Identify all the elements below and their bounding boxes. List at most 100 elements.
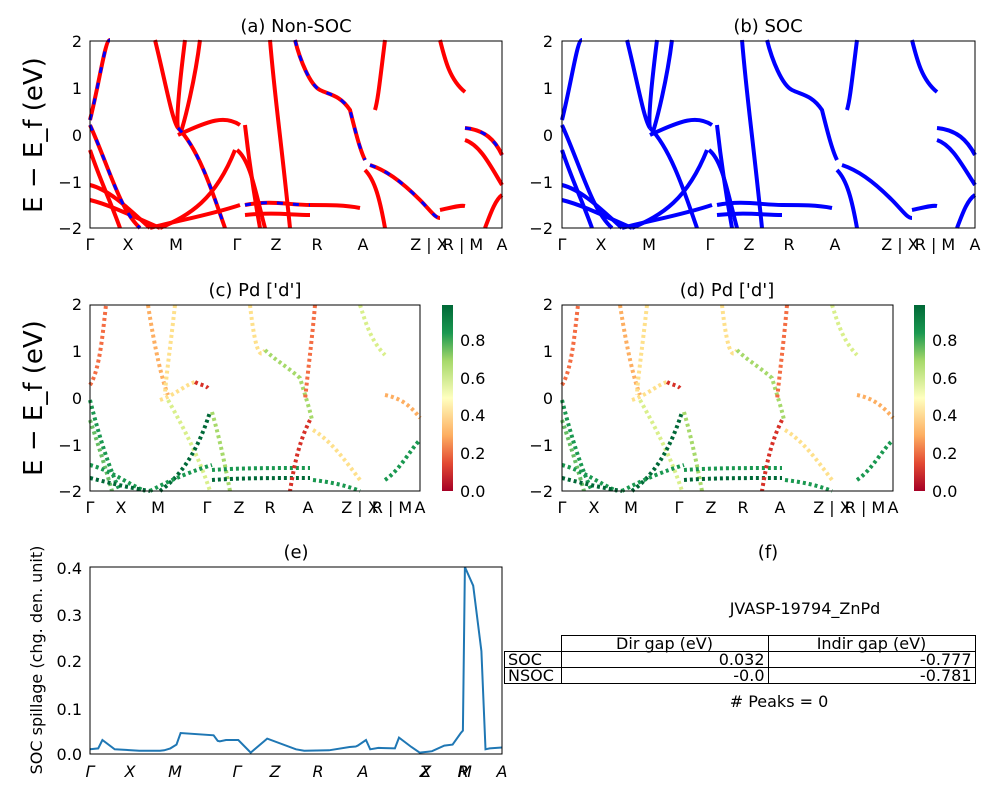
proj-c-23: [384, 393, 422, 420]
band-b-1: [560, 38, 584, 121]
panel-a-xtick: M: [169, 235, 183, 254]
panel-c-cbar-tick: 0.4: [460, 406, 485, 425]
panel-b-xtick: A: [830, 235, 841, 254]
proj-c-20: [311, 428, 362, 482]
panel-d-xtick: R: [737, 498, 748, 517]
proj-d-16: [720, 304, 739, 356]
panel-d-cbar-tick: 0.2: [932, 444, 957, 463]
band-a-17: [309, 203, 361, 210]
proj-c-1: [88, 304, 108, 387]
proj-c-14: [211, 466, 311, 472]
panel-e-xtick: Γ: [233, 762, 243, 781]
panel-c-cbar-tick: 0.0: [460, 482, 485, 501]
proj-d-23: [856, 393, 895, 420]
panel-b-ytick: 2: [543, 32, 553, 51]
panel-e-xtick: X: [124, 762, 137, 781]
panel-c-ytick: 1: [72, 342, 82, 361]
panel-b-ytick: −2: [529, 219, 553, 238]
panel-e-title: (e): [283, 542, 308, 563]
gap-cell-indir: -0.781: [767, 667, 976, 684]
panel-a-xtick: Γ: [86, 235, 95, 254]
panel-a-xtick: Z | X: [410, 235, 448, 254]
panel-b-xtick: Z | X: [881, 235, 919, 254]
panel-d-xtick: A: [775, 498, 786, 517]
panel-c-xtick: R | M: [372, 498, 412, 517]
panel-c-xtick: Γ: [86, 498, 95, 517]
panel-c-xtick: X: [116, 498, 127, 517]
panel-b-ytick: 0: [543, 126, 553, 145]
band-a-5: [89, 198, 161, 230]
panel-e: 0.0 0.1 0.2 0.3 0.4 Γ X M Γ Z R A Z X R …: [57, 559, 508, 781]
panel-a-xtick: A: [497, 235, 508, 254]
panel-c-ytick: 2: [72, 295, 82, 314]
panel-c-frame: [89, 304, 421, 492]
panel-c-xtick: Γ: [203, 498, 212, 517]
panel-d-title: (d) Pd ['d']: [680, 280, 775, 301]
panel-b-xticks: Γ X M Γ Z R A Z | X R | M A: [558, 235, 981, 254]
panel-a-xtick: X: [123, 235, 134, 254]
band-a-dash-6: [369, 163, 441, 220]
band-a-25: [464, 138, 504, 187]
proj-d-15: [683, 476, 783, 482]
panel-a-yticks: 2 1 0 −1 −2: [58, 32, 82, 238]
proj-d-17: [735, 348, 786, 421]
panel-b-ytick: 1: [543, 79, 553, 98]
panel-d-yticks: 2 1 0 −1 −2: [529, 295, 553, 501]
proj-c-4: [89, 463, 146, 493]
panel-b-xtick: R: [783, 235, 794, 254]
proj-c-13: [210, 411, 232, 492]
panel-a: 2 1 0 −1 −2 Γ X M Γ Z R A Z | X R | M A: [58, 32, 507, 254]
proj-c-16: [248, 304, 267, 356]
band-b-25: [936, 138, 977, 187]
panel-c-ylabel: E − E_f (eV): [19, 320, 49, 476]
band-b-10: [650, 39, 674, 136]
panel-c-ytick: −2: [58, 482, 82, 501]
band-a-dash-4: [244, 201, 311, 207]
panel-b-curves: [560, 38, 977, 230]
gap-table-col-dir: Dir gap (eV): [560, 635, 769, 652]
panel-d-xtick: X: [589, 498, 600, 517]
panel-b-xtick: Γ: [706, 235, 715, 254]
panel-e-xtick: R: [457, 762, 468, 781]
panel-a-frame: [89, 40, 503, 229]
panel-d-xtick: Z: [706, 498, 717, 517]
panel-a-xtick: R | M: [443, 235, 483, 254]
panel-b-frame: [561, 40, 976, 229]
panel-c-cbar-tick: 0.6: [460, 369, 485, 388]
proj-d-3: [560, 419, 586, 492]
proj-d-24: [855, 438, 895, 482]
band-b-22: [845, 39, 859, 111]
panel-c-xtick: A: [303, 498, 314, 517]
panel-d-ytick: −1: [529, 436, 553, 455]
band-b-12: [621, 203, 713, 230]
proj-c-5: [89, 476, 151, 493]
panel-e-xtick: X: [420, 762, 433, 781]
proj-c-24: [383, 438, 422, 482]
panel-e-xticks: Γ X M Γ Z R A Z X R M A: [86, 762, 508, 781]
band-b-19: [765, 39, 839, 161]
proj-c-15: [211, 476, 311, 482]
proj-c-10: [166, 399, 212, 492]
band-a-14: [243, 124, 262, 229]
band-a-dash-3: [176, 126, 227, 229]
panel-d-ytick: 1: [543, 342, 553, 361]
band-a-dash-2: [88, 124, 142, 230]
proj-d-1: [560, 304, 580, 387]
band-b-15: [716, 200, 783, 207]
panel-e-xtick: Z: [419, 762, 432, 781]
band-b-5: [561, 198, 633, 230]
proj-d-22: [830, 304, 859, 357]
panel-e-xtick: M: [168, 762, 182, 781]
panel-e-ytick: 0.1: [57, 700, 82, 719]
band-b-2: [560, 124, 614, 230]
panel-c-xtick: A: [415, 498, 426, 517]
band-b-17: [781, 203, 833, 210]
panel-a-ylabel: E − E_f (eV): [19, 57, 49, 213]
panel-b-xtick: M: [642, 235, 656, 254]
band-a-1: [88, 38, 112, 121]
proj-d-6: [618, 304, 642, 396]
proj-d-20: [783, 428, 834, 482]
panel-d-ytick: −2: [529, 482, 553, 501]
panel-c-yticks: 2 1 0 −1 −2: [58, 295, 82, 501]
